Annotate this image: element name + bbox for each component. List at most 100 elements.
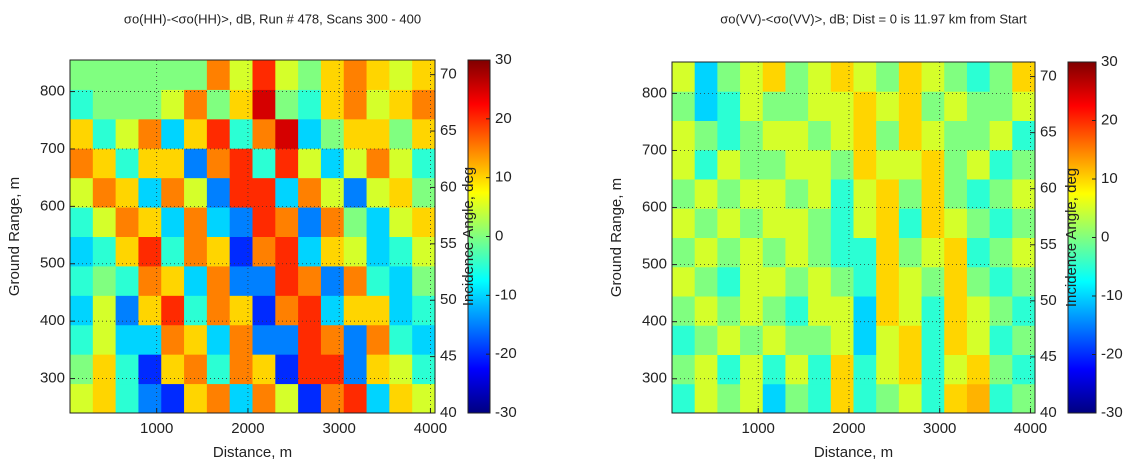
heatmap-cell xyxy=(1012,296,1036,326)
heatmap-cell xyxy=(1012,208,1036,238)
heatmap-cell xyxy=(717,383,741,414)
heatmap-cell xyxy=(320,265,345,296)
heatmap-cell xyxy=(966,208,991,238)
heatmap-cell xyxy=(138,89,162,120)
heatmap-cell xyxy=(115,383,139,414)
heatmap-cell xyxy=(138,207,162,237)
heatmap-cell xyxy=(229,383,253,414)
heatmap-cell xyxy=(785,383,809,414)
heatmap-cell xyxy=(229,118,253,149)
heatmap-cell xyxy=(740,62,764,92)
heatmap-cell xyxy=(740,383,764,414)
heatmap-cell xyxy=(672,179,696,209)
heatmap-cell xyxy=(184,60,208,90)
heatmap-cell xyxy=(343,383,368,414)
heatmap-cell xyxy=(206,60,231,90)
heatmap-cell xyxy=(115,324,139,355)
heatmap-cell xyxy=(229,89,253,120)
heatmap-cell xyxy=(717,296,741,326)
heatmap-cell xyxy=(830,91,854,121)
heatmap-cell xyxy=(989,120,1013,151)
colorbar-tick-label: 30 xyxy=(1101,53,1118,70)
heatmap-cell xyxy=(138,177,162,208)
heatmap-cell xyxy=(161,60,185,90)
heatmap-cell xyxy=(1012,179,1036,209)
heatmap-cell xyxy=(184,383,208,414)
heatmap-cell xyxy=(966,149,991,180)
heatmap-cell xyxy=(1012,62,1036,92)
heatmap-cell xyxy=(1012,120,1036,151)
heatmap-cell xyxy=(229,60,253,90)
y-tick-label: 800 xyxy=(642,84,667,101)
heatmap-cell xyxy=(115,148,139,179)
heatmap-cell xyxy=(1012,266,1036,297)
heatmap-cell xyxy=(412,383,436,414)
heatmap-cell xyxy=(898,62,923,92)
heatmap-cell xyxy=(808,120,832,151)
heatmap-cell xyxy=(320,383,345,414)
heatmap-cell xyxy=(921,354,945,385)
heatmap-cell xyxy=(853,208,877,238)
heatmap-cell xyxy=(785,296,809,326)
heatmap-cell xyxy=(298,148,322,179)
heatmap-cell xyxy=(184,295,208,326)
heatmap-cell xyxy=(740,354,764,385)
chart-title: σo(HH)-<σo(HH)>, dB, Run # 478, Scans 30… xyxy=(124,11,421,26)
heatmap-cell xyxy=(966,179,991,209)
heatmap-cell xyxy=(785,325,809,355)
heatmap-cell xyxy=(320,354,345,385)
colorbar-tick-label: 0 xyxy=(1101,228,1109,245)
heatmap-cell xyxy=(206,324,231,355)
heatmap-cell xyxy=(366,265,390,296)
heatmap-cell xyxy=(672,325,696,355)
heatmap-cell xyxy=(898,149,923,180)
heatmap-cell xyxy=(694,354,718,385)
heatmap-cell xyxy=(138,265,162,296)
heatmap-cell xyxy=(161,148,185,179)
heatmap-cell xyxy=(366,207,390,237)
heatmap-cell xyxy=(343,60,368,90)
heatmap-cell xyxy=(343,118,368,149)
heatmap-cell xyxy=(740,120,764,151)
heatmap-cell xyxy=(808,325,832,355)
heatmap-cell xyxy=(138,60,162,90)
heatmap-cell xyxy=(694,383,718,414)
heatmap-cell xyxy=(161,354,185,385)
y2-tick-label: 70 xyxy=(1040,68,1057,85)
y2-tick-label: 65 xyxy=(440,122,457,139)
heatmap-cell xyxy=(989,266,1013,297)
heatmap-cell xyxy=(298,383,322,414)
heatmap-cell xyxy=(320,324,345,355)
y2-tick-label: 50 xyxy=(440,291,457,308)
heatmap-cell xyxy=(1012,237,1036,268)
heatmap-cell xyxy=(229,295,253,326)
heatmap-cell xyxy=(412,324,436,355)
heatmap-cell xyxy=(898,179,923,209)
heatmap-cell xyxy=(70,89,94,120)
colorbar-tick-label: 20 xyxy=(495,110,512,127)
heatmap-cell xyxy=(206,295,231,326)
heatmap-cell xyxy=(808,354,832,385)
heatmap-cell xyxy=(717,208,741,238)
heatmap-cell xyxy=(944,91,968,121)
heatmap-cell xyxy=(92,354,117,385)
heatmap-cell xyxy=(785,62,809,92)
heatmap-cell xyxy=(853,237,877,268)
x-tick-label: 3000 xyxy=(323,420,356,437)
heatmap-cell xyxy=(184,207,208,237)
heatmap-cell xyxy=(921,237,945,268)
heatmap-cell xyxy=(206,89,231,120)
heatmap-cell xyxy=(672,237,696,268)
heatmap-cell xyxy=(876,149,900,180)
heatmap-cell xyxy=(184,324,208,355)
colorbar-tick-label: -10 xyxy=(495,286,517,303)
heatmap-cell xyxy=(389,354,413,385)
heatmap-cell xyxy=(206,354,231,385)
heatmap-cell xyxy=(694,120,718,151)
y-axis-label: Ground Range, m xyxy=(608,178,625,297)
heatmap-cell xyxy=(366,383,390,414)
heatmap-cell xyxy=(138,148,162,179)
heatmap-cell xyxy=(672,149,696,180)
heatmap-cell xyxy=(343,354,368,385)
